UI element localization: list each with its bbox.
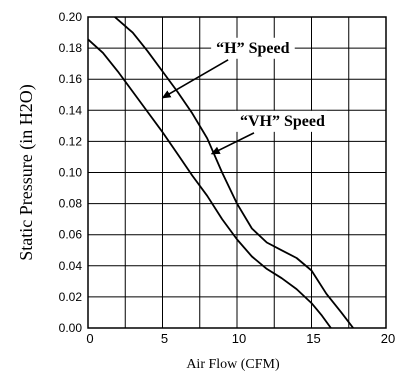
x-tick-label: 10 [232, 331, 246, 346]
series-lines [88, 17, 354, 328]
annotation-label: “H” Speed [216, 40, 289, 57]
y-axis-title: Static Pressure (in H2O) [16, 84, 37, 260]
plot-frame [87, 16, 387, 329]
x-tick-label: 5 [161, 331, 168, 346]
x-tick-label: 20 [381, 331, 395, 346]
annotation-label: “VH” Speed [240, 113, 325, 130]
y-tick-label: 0.00 [59, 321, 83, 335]
annotation-arrow [210, 132, 255, 155]
x-axis-title: Air Flow (CFM) [186, 357, 280, 372]
series-line-h-speed [88, 38, 332, 328]
y-tick-label: 0.10 [59, 166, 83, 180]
y-tick-label: 0.14 [59, 103, 83, 117]
y-tick-label: 0.02 [59, 290, 83, 304]
x-tick-label: 15 [306, 331, 320, 346]
annotation-arrow [161, 59, 229, 99]
x-tick-label: 0 [86, 331, 93, 346]
y-tick-label: 0.04 [59, 259, 83, 273]
y-tick-label: 0.12 [59, 134, 83, 148]
grid [87, 16, 387, 329]
annotation-label-bg [234, 110, 327, 132]
y-tick-label: 0.16 [59, 72, 83, 86]
y-tick-label: 0.08 [59, 197, 83, 211]
tick-labels: 0.00 0.02 0.04 0.06 0.08 0.10 0.12 0.14 0.16 0.18… [59, 10, 396, 346]
y-tick-label: 0.18 [59, 41, 83, 55]
annotations: “H” Speed “VH” Speed [161, 37, 327, 155]
series-line-vh-speed [114, 17, 354, 328]
annotation-label-bg [211, 37, 295, 59]
y-tick-label: 0.06 [59, 228, 83, 242]
y-tick-label: 0.20 [59, 10, 83, 24]
